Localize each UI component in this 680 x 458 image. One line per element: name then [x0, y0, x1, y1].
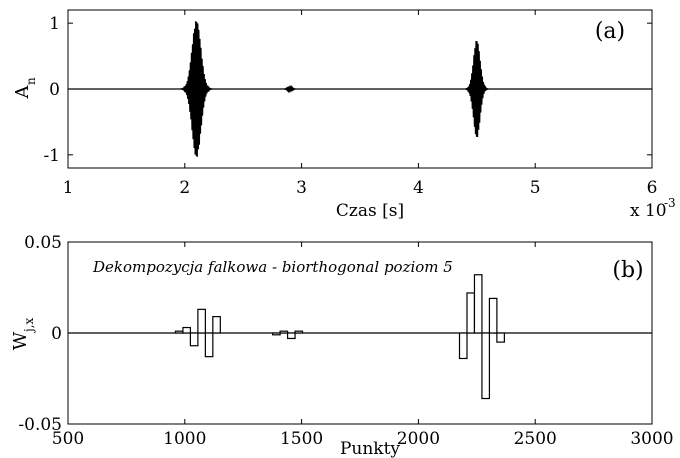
panel-a-y-tick-label: 1 [49, 14, 60, 34]
panel-a: 1 2 3 4 5 6 -1 0 1 (a) Czas [s] x 10 -3 A n [12, 9, 676, 221]
wavelet-coefficient-bar [182, 326, 192, 334]
wavelet-coefficient-bar [458, 332, 468, 360]
panel-b-y-label: W [10, 331, 31, 350]
wavelet-coefficient-bar [466, 292, 476, 334]
panel-a-x-tick-label: 2 [179, 178, 190, 198]
wavelet-coefficient-bar [286, 332, 296, 340]
panel-a-y-label: A [12, 85, 33, 100]
panel-b-x-tick-label: 3000 [630, 429, 673, 449]
panel-b-tag: (b) [612, 258, 643, 283]
wavelet-coefficient-bar [204, 332, 214, 358]
panel-a-x-tick-label: 3 [296, 178, 307, 198]
panel-a-y-label-subscript: n [24, 77, 38, 85]
panel-b-x-tick-label: 2500 [514, 429, 557, 449]
wavelet-coefficient-bar [496, 332, 505, 343]
panel-b-x-ticks: 500 1000 1500 2000 2500 3000 [52, 242, 674, 449]
panel-a-x-ticks: 1 2 3 4 5 6 [63, 10, 658, 198]
panel-a-signal-line [68, 21, 652, 157]
panel-a-x-multiplier-exponent: -3 [664, 196, 676, 210]
panel-a-x-tick-label: 5 [530, 178, 541, 198]
panel-a-y-tick-label: 0 [49, 80, 60, 100]
panel-b-title: Dekompozycja falkowa - biorthogonal pozi… [92, 258, 453, 276]
wavelet-coefficient-bar [189, 332, 199, 347]
panel-b: 500 1000 1500 2000 2500 3000 -0.05 0 0.05 Dekom… [10, 233, 674, 458]
wavelet-coefficient-bar [272, 332, 281, 336]
panel-a-x-tick-label: 1 [63, 178, 74, 198]
wavelet-coefficient-bar [488, 297, 498, 334]
wavelet-coefficient-bar [197, 308, 206, 334]
panel-b-y-ticks: -0.05 0 0.05 [18, 233, 652, 435]
wavelet-coefficient-bar [473, 274, 483, 334]
panel-a-x-multiplier: x 10 [630, 201, 667, 221]
wavelet-coefficient-bar [174, 330, 184, 334]
wavelet-coefficient-bar [294, 330, 304, 334]
panel-a-tag: (a) [595, 19, 625, 44]
panel-b-bars [174, 274, 505, 400]
panel-b-y-tick-label: -0.05 [18, 415, 62, 435]
panel-a-x-tick-label: 6 [647, 178, 658, 198]
panel-b-x-label: Punkty [340, 439, 400, 458]
wavelet-coefficient-bar [212, 316, 221, 334]
panel-b-y-tick-label: 0 [51, 324, 62, 344]
panel-a-x-label: Czas [s] [336, 201, 404, 221]
panel-a-y-ticks: -1 0 1 [43, 14, 652, 166]
panel-a-y-tick-label: -1 [43, 146, 60, 166]
panel-b-x-tick-label: 1000 [163, 429, 206, 449]
panel-b-x-tick-label: 500 [52, 429, 84, 449]
panel-a-x-tick-label: 4 [413, 178, 424, 198]
wavelet-coefficient-bar [481, 332, 491, 400]
wavelet-coefficient-bar [279, 330, 289, 334]
panel-b-y-label-subscript: j,x [22, 317, 36, 334]
panel-b-x-tick-label: 1500 [280, 429, 323, 449]
panel-b-x-tick-label: 2000 [397, 429, 440, 449]
panel-b-y-tick-label: 0.05 [24, 233, 62, 253]
